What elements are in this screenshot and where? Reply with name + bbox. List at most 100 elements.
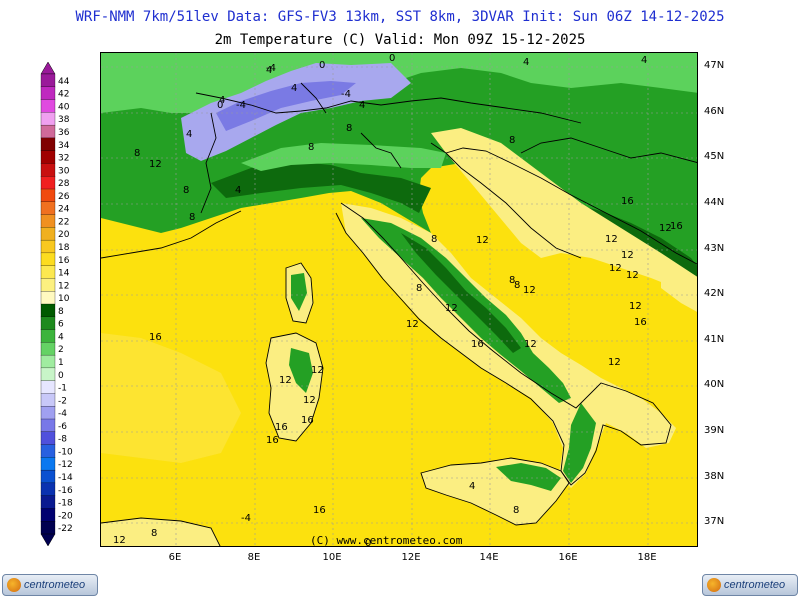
contour-label: 12 — [605, 234, 618, 245]
contour-label: -4 — [266, 63, 276, 74]
header-model-info: WRF-NMM 7km/51lev Data: GFS-FV3 13km, SS… — [75, 9, 725, 25]
contour-label: 0 — [389, 53, 395, 64]
legend-swatch — [40, 278, 56, 292]
contour-label: 4 — [359, 100, 365, 111]
legend-label: 34 — [58, 141, 70, 151]
contour-label: -4 — [241, 513, 251, 524]
legend-swatch — [40, 265, 56, 279]
centrometeo-logo-left[interactable]: centrometeo — [2, 574, 98, 596]
contour-label: 12 — [311, 365, 324, 376]
legend-top-arrow — [40, 61, 56, 75]
contour-label: 4 — [235, 185, 241, 196]
legend-label: 8 — [58, 307, 64, 317]
latitude-label: 37N — [704, 516, 725, 527]
calabria-green — [563, 403, 596, 483]
legend-label: 40 — [58, 102, 70, 112]
legend-swatch — [40, 444, 56, 458]
legend-swatch — [40, 418, 56, 433]
contour-label: 0 — [319, 60, 325, 71]
latitude-label: 43N — [704, 243, 725, 254]
contour-label: 12 — [149, 159, 162, 170]
latitude-label: 47N — [704, 60, 725, 71]
contour-label: 8 — [509, 135, 515, 146]
contour-label: 4 — [219, 95, 225, 106]
contour-label: 4 — [523, 57, 529, 68]
contour-label: 12 — [113, 535, 126, 546]
globe-icon — [707, 578, 721, 592]
legend-colorbar: 4442403836343230282624222018161412108642… — [40, 61, 73, 547]
contour-label: 12 — [659, 223, 672, 234]
legend-swatch — [40, 86, 56, 101]
legend-label: -16 — [58, 486, 73, 496]
globe-icon — [7, 578, 21, 592]
longitude-label: 8E — [247, 552, 261, 563]
header-field-valid: 2m Temperature (C) Valid: Mon 09Z 15-12-… — [214, 32, 586, 48]
borders — [101, 82, 697, 546]
temperature-legend: 44 42 40 38 36 34 32 30 28 26 24 22 20 18 16 14 12 10 8 6 4 2… — [38, 61, 98, 547]
latitude-label: 45N — [704, 151, 725, 162]
longitude-label: 14E — [479, 552, 499, 563]
legend-label: 20 — [58, 230, 70, 240]
contour-label: 4 — [186, 129, 192, 140]
sicily-green — [496, 463, 561, 491]
sardinia-green — [289, 348, 313, 393]
contour-label: 0 — [217, 100, 223, 111]
legend-label: -10 — [58, 447, 73, 457]
contour-label: 16 — [301, 415, 314, 426]
contour-label: 8 — [514, 280, 520, 291]
latitude-label: 42N — [704, 288, 725, 299]
legend-label: -18 — [58, 499, 73, 509]
legend-swatch — [40, 112, 56, 126]
apennines-green — [361, 218, 571, 403]
map-canvas: 0-4-40 4 444 -40448481288488881288121212121… — [101, 53, 697, 546]
legend-swatch — [40, 99, 56, 113]
legend-swatch — [40, 316, 56, 331]
legend-label: 18 — [58, 243, 70, 253]
legend-swatch — [40, 124, 56, 139]
longitude-label: 12E — [401, 552, 421, 563]
legend-label: 2 — [58, 345, 64, 355]
legend-swatch — [40, 252, 56, 267]
contour-label: 12 — [626, 270, 639, 281]
adriatic-sea — [431, 128, 697, 298]
contour-label: 12 — [524, 339, 537, 350]
legend-swatch — [40, 482, 56, 497]
legend-swatch — [40, 291, 56, 305]
centrometeo-logo-right[interactable]: centrometeo — [702, 574, 798, 596]
longitude-label: 18E — [637, 552, 657, 563]
legend-label: -2 — [58, 396, 67, 406]
longitude-label: 16E — [558, 552, 578, 563]
contour-label: 16 — [313, 505, 326, 516]
legend-swatch — [40, 73, 56, 88]
contour-label: 8 — [308, 142, 314, 153]
copyright-text: (C) www.centrometeo.com — [310, 534, 463, 547]
land-north-darkgreen — [211, 161, 431, 213]
alps-cold-area — [181, 63, 411, 161]
apennines-dark — [401, 233, 521, 353]
legend-label: 1 — [58, 358, 64, 368]
contour-label: 12 — [609, 263, 622, 274]
contour-label: 8 — [183, 185, 189, 196]
legend-swatch — [40, 393, 56, 407]
latitude-label: 41N — [704, 334, 725, 345]
latitude-label: 39N — [704, 425, 725, 436]
contour-label: 8 — [151, 528, 157, 539]
legend-label: -1 — [58, 384, 67, 394]
contour-label: 4 — [266, 65, 272, 76]
contour-label: -4 — [236, 100, 246, 111]
alps-cold-core — [216, 81, 356, 131]
contour-label: 12 — [476, 235, 489, 246]
contour-label: 8 — [346, 123, 352, 134]
latitude-label: 44N — [704, 197, 725, 208]
contour-label: -4 — [341, 89, 351, 100]
legend-label: 10 — [58, 294, 70, 304]
contour-label: 4 — [469, 481, 475, 492]
legend-label: -8 — [58, 435, 67, 445]
contour-label: 12 — [279, 375, 292, 386]
logo-text-right: centrometeo — [724, 579, 786, 591]
legend-label: 24 — [58, 205, 70, 215]
contour-label: 12 — [621, 250, 634, 261]
contour-label: 12 — [303, 395, 316, 406]
legend-label: -14 — [58, 473, 73, 483]
legend-label: -22 — [58, 524, 73, 534]
